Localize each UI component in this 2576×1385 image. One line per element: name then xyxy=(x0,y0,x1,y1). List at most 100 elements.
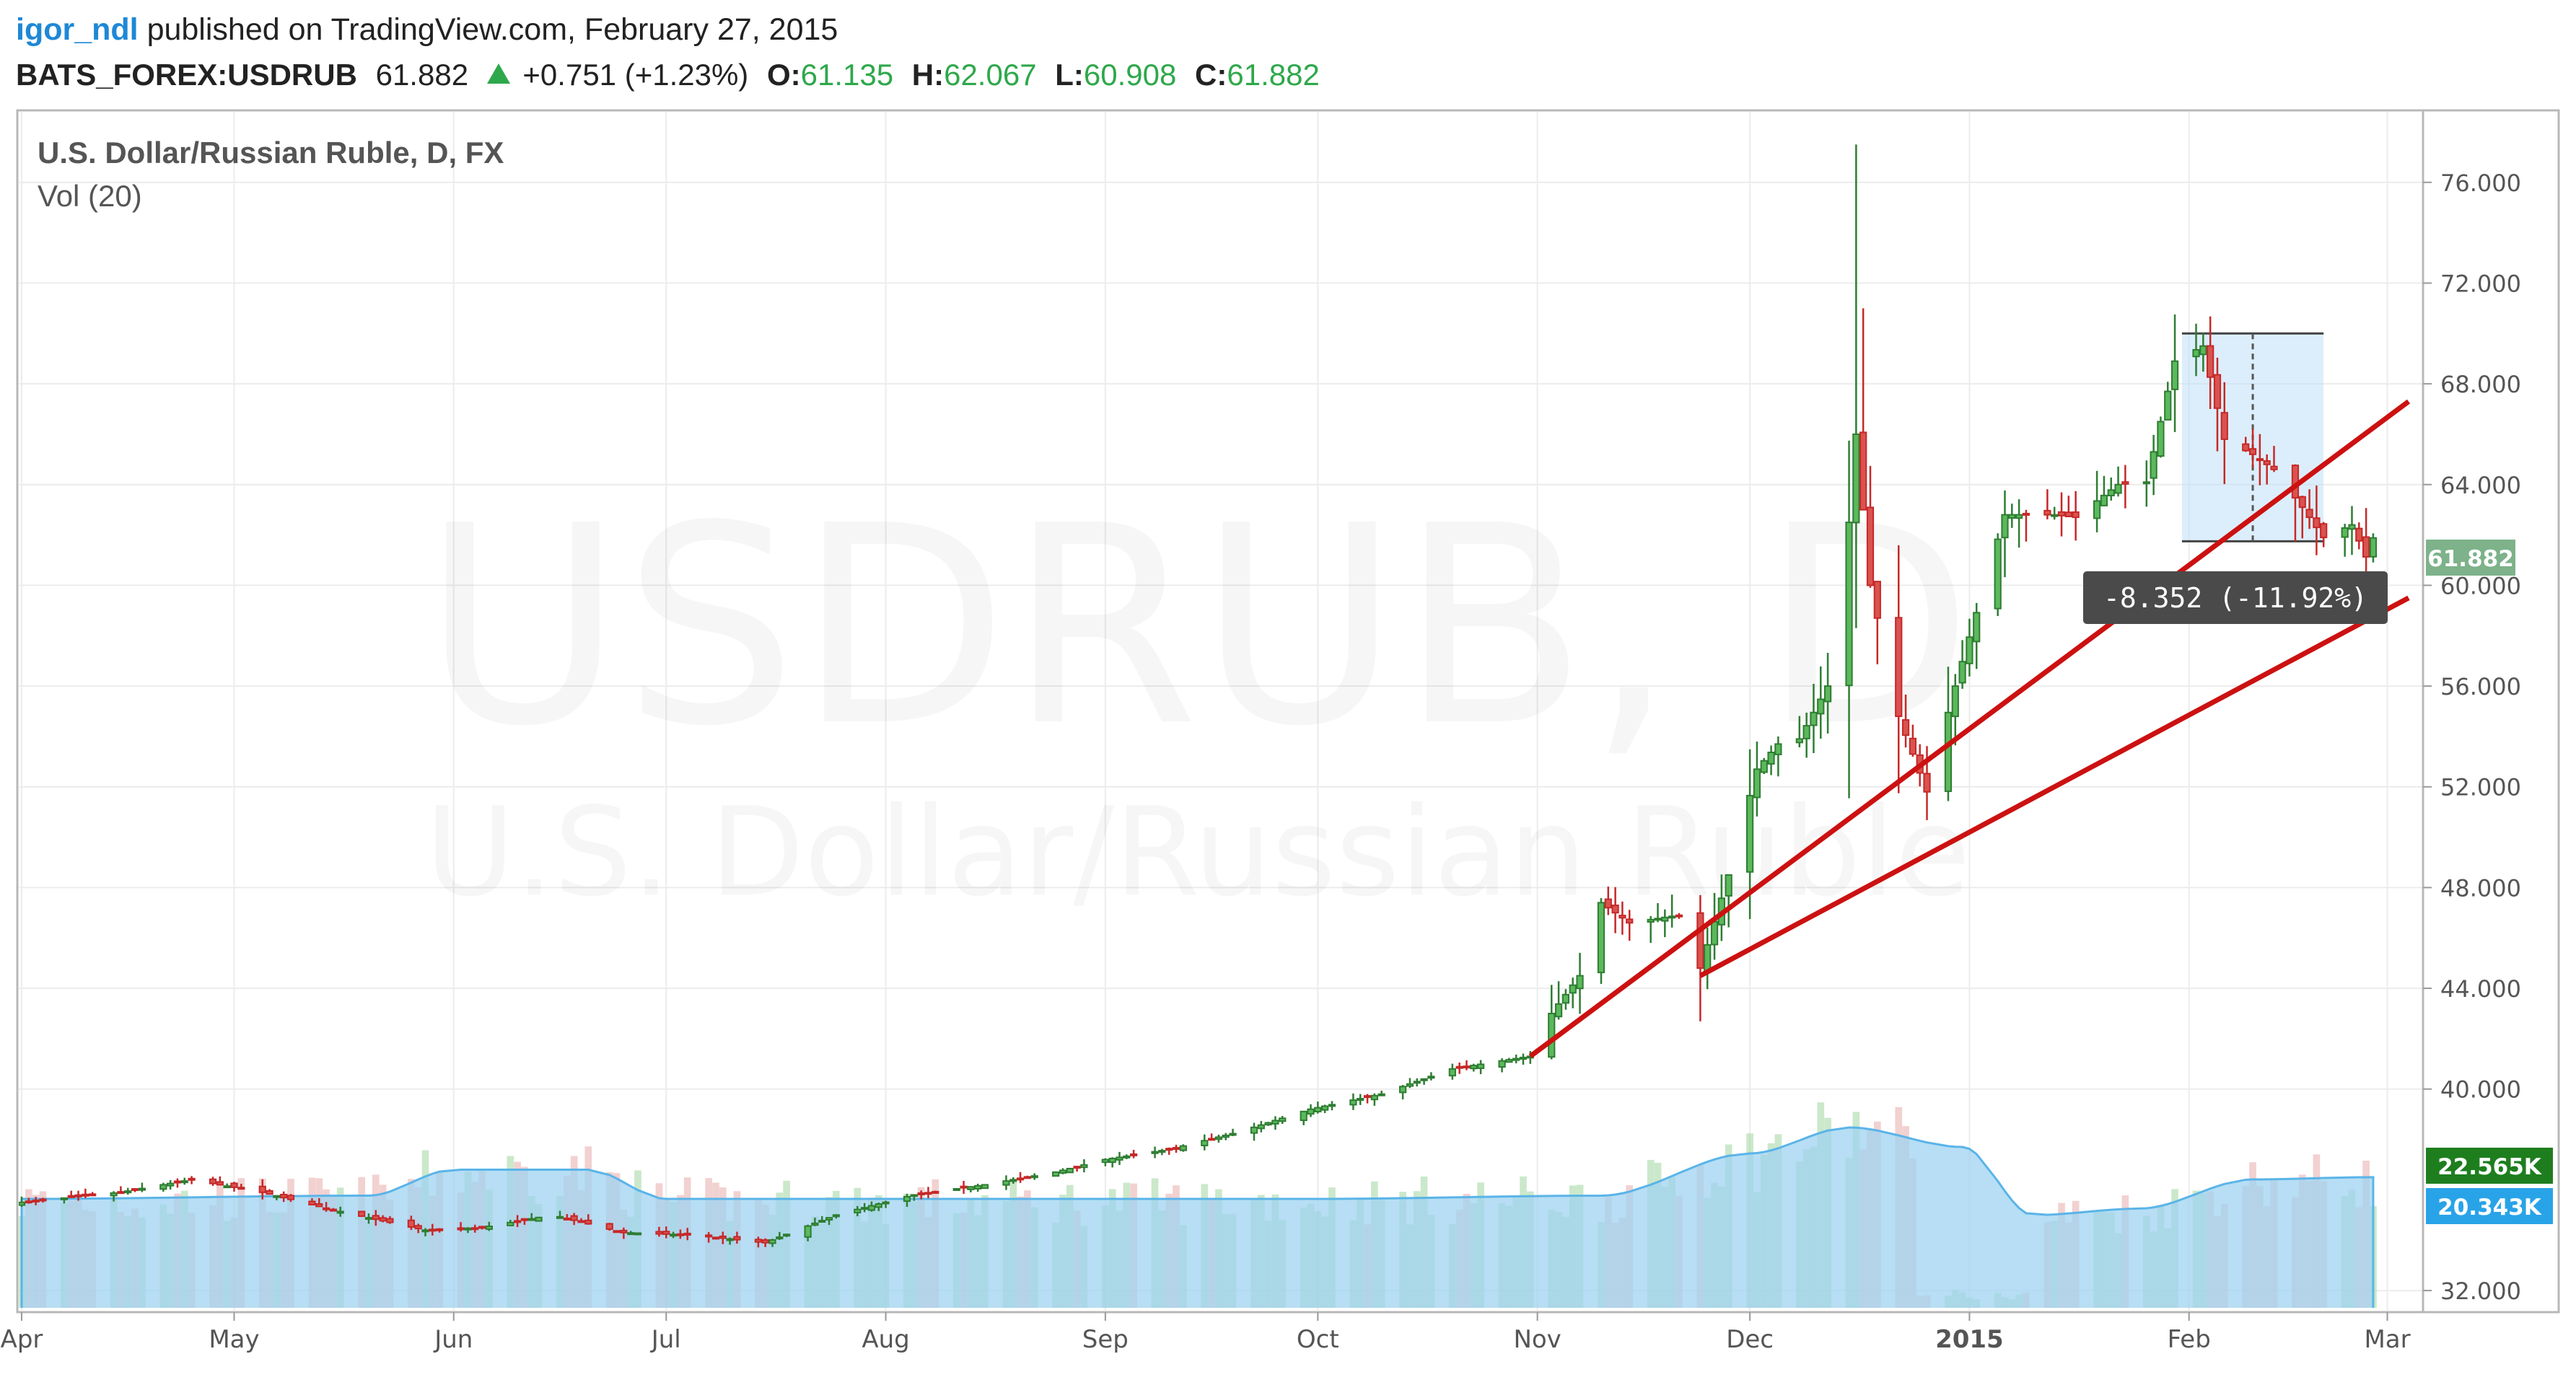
volume-ma-tag-text: 20.343K xyxy=(2437,1195,2542,1221)
candle-body xyxy=(1073,1166,1081,1169)
candle-body xyxy=(286,1195,295,1200)
candle-body xyxy=(860,1207,869,1210)
candle-body xyxy=(1866,506,1875,586)
volume-tag-text: 22.565K xyxy=(2437,1154,2542,1180)
y-tick-label: 40.000 xyxy=(2440,1076,2521,1104)
candle-body xyxy=(237,1187,245,1190)
candle-body xyxy=(1009,1179,1017,1182)
candle-body xyxy=(273,1195,281,1198)
candle-body xyxy=(1002,1180,1010,1186)
candle-body xyxy=(1427,1076,1435,1079)
low-label: L: xyxy=(1055,58,1084,92)
candle-body xyxy=(478,1226,486,1229)
candle-body xyxy=(358,1210,366,1217)
candle-body xyxy=(407,1219,415,1228)
candle-body xyxy=(60,1197,69,1200)
trendline-lower[interactable] xyxy=(1699,595,2410,978)
candle-body xyxy=(1774,743,1782,755)
candle-body xyxy=(507,1221,514,1226)
candle-body xyxy=(1958,661,1966,684)
author-link[interactable]: igor_ndl xyxy=(16,12,139,47)
candle-body xyxy=(25,1200,32,1204)
candle-body xyxy=(556,1215,564,1219)
x-tick-label: Feb xyxy=(2168,1325,2211,1354)
candle-body xyxy=(1760,760,1768,773)
candle-body xyxy=(74,1194,82,1197)
time-axis[interactable]: Apr May Jun Jul Aug Sep Oct Nov Dec 2015 Feb Mar xyxy=(1,1312,2411,1354)
candle-body xyxy=(1123,1155,1131,1158)
y-tick-label: 76.000 xyxy=(2440,170,2521,197)
candle-body xyxy=(1023,1176,1031,1179)
candle-body xyxy=(761,1239,769,1244)
candle-body xyxy=(1349,1099,1357,1106)
candle-body xyxy=(1470,1065,1478,1070)
volume-tag xyxy=(2426,1148,2553,1184)
volume-ma-area xyxy=(20,1126,2375,1308)
candle-body xyxy=(1944,711,1953,792)
candle-body xyxy=(1561,993,1570,1004)
candle-body xyxy=(1030,1175,1038,1179)
candle-body xyxy=(1413,1081,1421,1084)
trendline-upper[interactable] xyxy=(1528,399,2411,1059)
candle-body xyxy=(1420,1078,1428,1081)
candle-body xyxy=(1802,725,1810,739)
price-axis[interactable]: 76.000 72.000 68.000 64.000 60.000 56.000 52.0… xyxy=(2423,170,2521,1305)
watermark-symbol: USDRUB, D xyxy=(422,467,1973,786)
candle-body xyxy=(1810,711,1818,726)
candle-body xyxy=(110,1192,118,1197)
last-price-tag xyxy=(2426,540,2515,576)
candle-body xyxy=(1498,1060,1506,1068)
candle-body xyxy=(2001,514,2009,539)
candle-body xyxy=(216,1181,224,1186)
y-tick-label: 44.000 xyxy=(2440,975,2521,1003)
candle-body xyxy=(2100,494,2108,506)
candle-body xyxy=(1080,1164,1088,1169)
candle-body xyxy=(2199,345,2207,356)
high-label: H: xyxy=(911,58,945,92)
candle-body xyxy=(2256,458,2264,462)
candle-body xyxy=(485,1226,493,1230)
y-tick-label: 72.000 xyxy=(2440,270,2521,297)
quote-bar: BATS_FOREX:USDRUB 61.882 +0.751 (+1.23%)… xyxy=(16,52,1320,98)
candle-body xyxy=(1363,1095,1372,1099)
candle-body xyxy=(854,1208,862,1213)
candle-body xyxy=(1923,773,1931,793)
candle-body xyxy=(1229,1133,1237,1136)
candle-body xyxy=(754,1239,762,1243)
y-tick-label: 68.000 xyxy=(2440,371,2521,398)
candle-body xyxy=(1647,918,1655,923)
candle-body xyxy=(1279,1117,1287,1122)
candle-body xyxy=(1696,912,1704,970)
candle-body xyxy=(1066,1167,1074,1174)
candle-body xyxy=(173,1180,182,1184)
candle-body xyxy=(776,1236,784,1240)
candle-body xyxy=(1172,1147,1180,1151)
y-tick-label: 64.000 xyxy=(2440,472,2521,499)
candle-body xyxy=(1179,1145,1187,1151)
candle-body xyxy=(1116,1156,1123,1161)
candle-body xyxy=(1597,902,1605,974)
candle-body xyxy=(2114,483,2122,494)
candle-body xyxy=(669,1234,678,1237)
candle-body xyxy=(19,1201,26,1206)
candle-body xyxy=(2192,348,2200,358)
candle-body xyxy=(627,1232,635,1236)
candle-body xyxy=(1505,1059,1513,1063)
candle-body xyxy=(1370,1094,1378,1101)
candle-body xyxy=(1207,1138,1216,1141)
candle-body xyxy=(464,1227,472,1231)
candle-body xyxy=(429,1228,437,1232)
candle-body xyxy=(2150,451,2157,479)
candle-body xyxy=(1214,1136,1223,1140)
x-tick-label: Sep xyxy=(1082,1325,1129,1354)
high-value: 62.067 xyxy=(944,58,1037,92)
candle-body xyxy=(89,1193,97,1197)
candle-body xyxy=(1151,1151,1159,1154)
candle-body xyxy=(867,1205,876,1211)
candle-body xyxy=(577,1220,585,1223)
candle-body xyxy=(2121,481,2129,485)
candle-body xyxy=(2220,412,2228,440)
candle-body xyxy=(2157,421,2165,457)
candle-body xyxy=(1165,1148,1173,1151)
